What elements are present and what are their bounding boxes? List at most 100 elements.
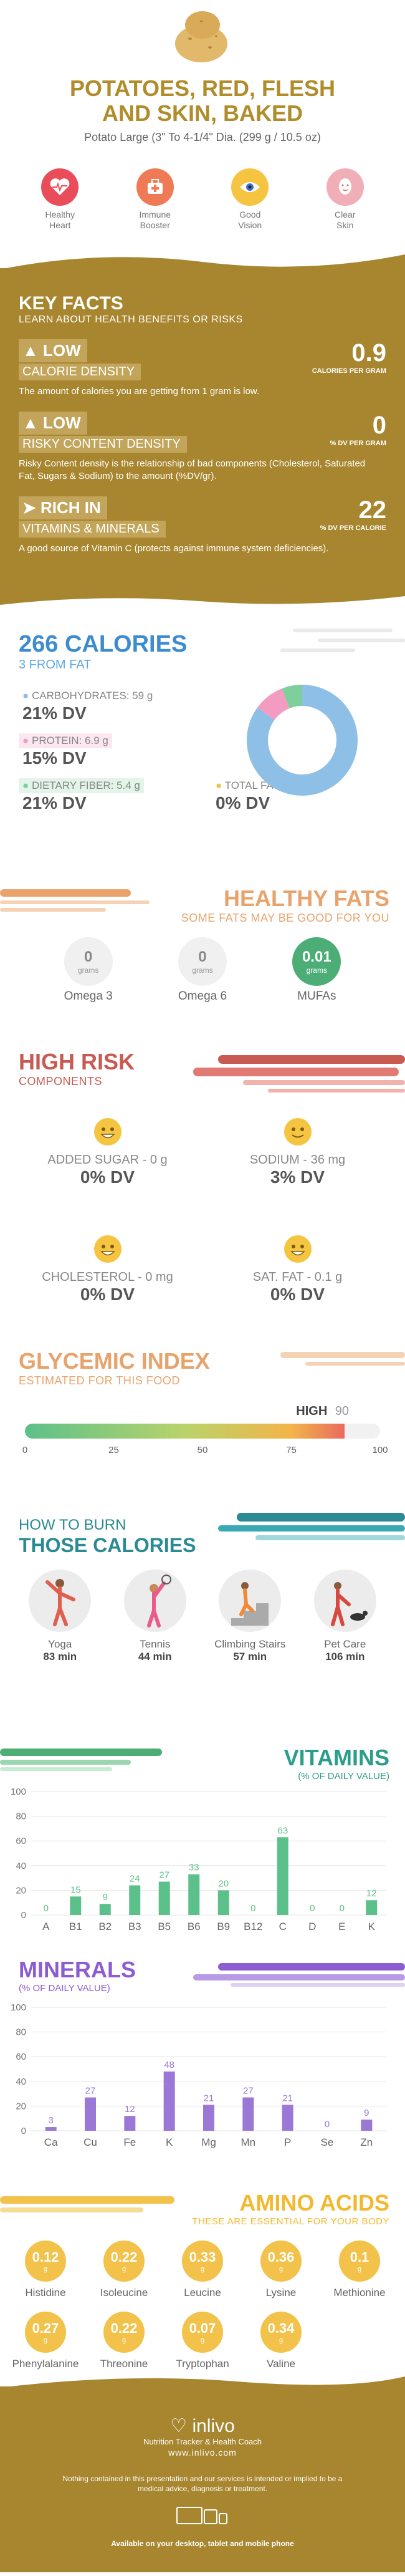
y-tick-label: 0 <box>21 2126 26 2136</box>
amino-tryptophan: 0.07 g Tryptophan <box>163 2312 242 2370</box>
amino-label: Histidine <box>25 2287 66 2299</box>
bar <box>217 1890 229 1915</box>
amino-circle: 0.36 g <box>260 2241 302 2282</box>
amino-value: 0.27 <box>32 2320 59 2336</box>
bar-value-label: 0 <box>340 1903 345 1914</box>
minerals-title: MINERALS <box>19 1957 136 1982</box>
y-tick-label: 80 <box>16 2027 26 2038</box>
x-tick-label: P <box>284 2136 291 2148</box>
fat-label: Omega 3 <box>64 990 113 1003</box>
risk-cholesterol: CHOLESTEROL - 0 mg 0% DV <box>12 1235 202 1336</box>
activity-value: 83 min <box>43 1651 77 1662</box>
stairs-icon <box>219 1570 282 1632</box>
bar-value-label: 9 <box>103 1892 108 1903</box>
risk-value: 0% DV <box>80 1167 135 1187</box>
bar-value-label: 27 <box>159 1870 169 1881</box>
amino-acids-section: AMINO ACIDS THESE ARE ESSENTIAL FOR YOUR… <box>0 2190 405 2386</box>
x-tick-label: B12 <box>244 1921 262 1932</box>
bar <box>163 2071 175 2131</box>
x-tick-label: B6 <box>188 1921 201 1932</box>
x-tick-label: B3 <box>128 1921 141 1932</box>
bar <box>70 1896 82 1915</box>
calories-from-fat: 3 FROM FAT <box>19 658 92 672</box>
glycemic-subtitle: ESTIMATED FOR THIS FOOD <box>19 1374 180 1387</box>
burn-title-line-1: HOW TO BURN <box>19 1517 126 1533</box>
bar-value-label: 0 <box>250 1903 255 1914</box>
glycemic-bar <box>25 1424 380 1439</box>
happy-face-icon <box>284 1235 312 1263</box>
benefit-label: Healthy <box>45 210 75 219</box>
fact-unit: % DV PER CALORIE <box>320 524 386 532</box>
brand-logo[interactable]: ♡ inlivo <box>12 2415 393 2437</box>
bar-value-label: 9 <box>364 2108 369 2118</box>
amino-label: Leucine <box>184 2287 221 2299</box>
fat-label: MUFAs <box>297 990 336 1003</box>
x-tick-label: B9 <box>217 1921 230 1932</box>
healthy-fats-title: HEALTHY FATS <box>223 885 389 911</box>
glycemic-ticks: 0 25 50 75 100 <box>22 1445 388 1460</box>
fact-description: A good source of Vitamin C (protects aga… <box>19 543 329 554</box>
activity-label: Yoga <box>48 1638 72 1650</box>
healthy-fats-subtitle: SOME FATS MAY BE GOOD FOR YOU <box>181 912 389 924</box>
bar <box>99 1904 111 1915</box>
bar <box>188 1874 200 1915</box>
y-tick-label: 80 <box>16 1811 26 1822</box>
bar-value-label: 27 <box>243 2086 254 2096</box>
health-benefits: Healthy Heart Immune Booster Good Vision Cl… <box>0 156 405 249</box>
dot-icon: ● <box>22 779 29 791</box>
activity-label: Pet Care <box>324 1638 366 1650</box>
risk-value: 3% DV <box>270 1167 325 1187</box>
macro-value: 21% DV <box>22 703 87 723</box>
amino-value: 0.22 <box>110 2249 138 2265</box>
bar-value-label: 33 <box>189 1863 199 1873</box>
amino-circle: 0.1 g <box>339 2241 380 2282</box>
bar <box>45 2127 57 2131</box>
activity-value: 57 min <box>233 1651 267 1662</box>
vitamins-bar-chart: 0 20 40 60 80 100 0 A 15 B1 9 B2 24 B3 27 B5 33 B6 20 B9 0 B1… <box>11 1787 386 1932</box>
fat-omega-6: 0 grams Omega 6 <box>165 937 240 1018</box>
skin-icon <box>326 168 364 206</box>
amino-circle: 0.33 g <box>182 2241 223 2282</box>
x-tick-label: C <box>279 1921 287 1932</box>
glycemic-title: GLYCEMIC INDEX <box>19 1348 210 1374</box>
pet-care-icon <box>313 1570 376 1632</box>
decor-stripes <box>193 1963 405 1987</box>
macro-value: 21% DV <box>22 793 87 813</box>
x-tick-label: B1 <box>69 1921 82 1932</box>
benefit-good-vision: Good Vision <box>216 168 284 231</box>
amino-threonine: 0.22 g Threonine <box>85 2312 163 2370</box>
availability-note: Available on your desktop, tablet and mo… <box>111 2539 294 2548</box>
macro-carbohydrates: ● CARBOHYDRATES: 59 g 21% DV <box>19 688 386 723</box>
website-link[interactable]: www.inlivo.com <box>168 2448 237 2458</box>
amino-unit: g <box>200 2337 205 2344</box>
x-tick-label: Mg <box>201 2136 216 2148</box>
fact-level: ▲ LOW <box>19 339 87 362</box>
x-tick-label: Cu <box>83 2136 97 2148</box>
fact-unit: CALORIES PER GRAM <box>312 367 386 375</box>
bar-value-label: 27 <box>85 2086 96 2096</box>
macro-label-text: PROTEIN: 6.9 g <box>32 735 108 746</box>
y-tick-label: 100 <box>11 1787 26 1797</box>
benefit-label: Heart <box>49 220 71 230</box>
fact-label: RISKY CONTENT DENSITY <box>19 436 187 453</box>
bar <box>129 1885 141 1915</box>
amino-acid-list: 0.12 g Histidine 0.22 g Isoleucine 0.33 g Leuc… <box>0 2241 405 2370</box>
footer: ♡ inlivo Nutrition Tracker & Health Coac… <box>0 2376 405 2572</box>
amino-label: Methionine <box>333 2287 386 2299</box>
amino-circle: 0.22 g <box>103 2241 145 2282</box>
macro-row: ● DIETARY FIBER: 5.4 g 21% DV ● TOTAL FA… <box>19 768 386 813</box>
thumbs-up-icon: ▲ <box>22 341 39 360</box>
amino-value: 0.34 <box>267 2320 295 2336</box>
heart-logo-icon: ♡ <box>170 2416 188 2436</box>
y-tick-label: 0 <box>21 1910 26 1921</box>
dot-icon: ● <box>22 735 29 746</box>
amino-value: 0.1 <box>350 2249 369 2265</box>
tick-label: 50 <box>197 1445 208 1455</box>
x-tick-label: Zn <box>360 2136 373 2148</box>
fact-description: The amount of calories you are getting f… <box>19 386 260 397</box>
risk-added-sugar: ADDED SUGAR - 0 g 0% DV <box>12 1117 202 1218</box>
calories-title: 266 CALORIES <box>19 631 188 657</box>
benefit-immune-booster: Immune Booster <box>121 168 189 231</box>
fact-level: ➤ RICH IN <box>19 496 107 519</box>
vitamins-section: VITAMINS (% OF DAILY VALUE) 0 20 40 60 80 100… <box>0 1741 405 1953</box>
